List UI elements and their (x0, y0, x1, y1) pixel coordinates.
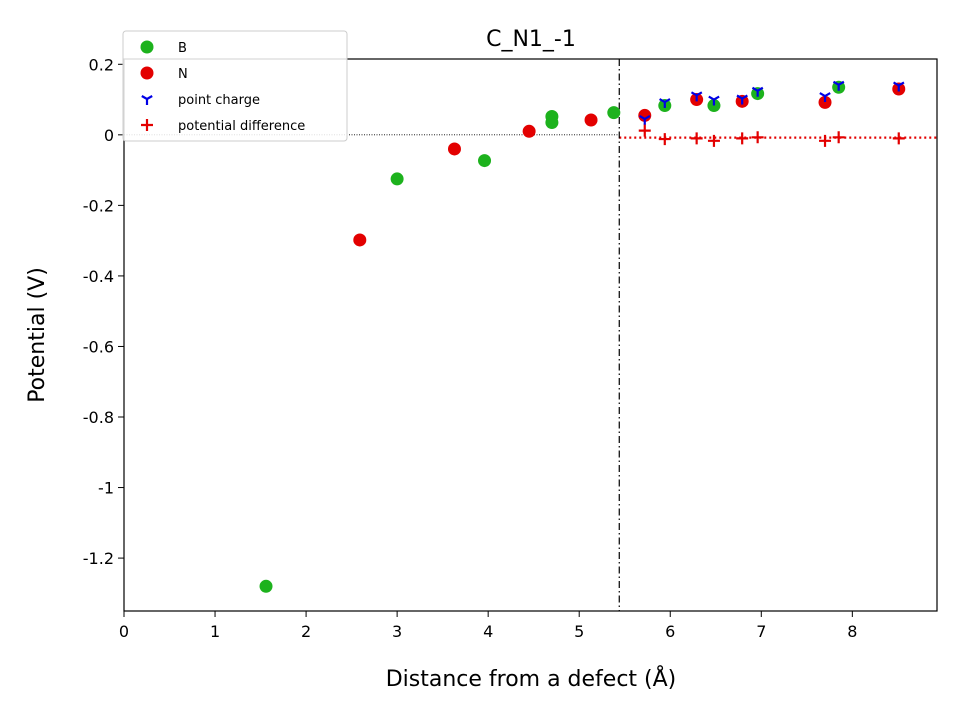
data-point (447, 142, 461, 156)
data-point (832, 131, 845, 144)
data-point (707, 134, 720, 147)
legend-marker (140, 66, 154, 80)
data-point (353, 233, 367, 247)
data-point (736, 94, 748, 105)
legend-marker (141, 95, 153, 105)
x-axis: 0 1 2 3 4 5 6 7 8 (119, 611, 857, 641)
data-point (819, 134, 832, 147)
x-tick-label: 1 (210, 622, 220, 641)
data-point (892, 132, 905, 145)
y-tick-label: 0 (104, 126, 114, 145)
legend-marker (141, 119, 153, 131)
legend-item: potential difference (141, 119, 305, 134)
data-point (818, 95, 832, 109)
chart-title: C_N1_-1 (486, 27, 576, 52)
data-point (638, 124, 651, 137)
y-tick-label: -0.2 (83, 196, 114, 215)
series-point-charge (639, 80, 905, 125)
series-potential-difference (638, 124, 905, 147)
legend-label: point charge (178, 93, 260, 108)
plot-frame (123, 58, 938, 612)
data-point (832, 80, 845, 91)
data-point (638, 108, 652, 122)
y-tick-label: -1 (98, 479, 114, 498)
y-tick-label: -0.4 (83, 267, 114, 286)
x-tick-label: 2 (301, 622, 311, 641)
series-b (259, 80, 846, 593)
data-point (522, 124, 536, 138)
legend-label: potential difference (178, 119, 305, 134)
data-point (751, 131, 764, 144)
data-point (708, 95, 720, 106)
data-point (478, 154, 492, 168)
data-point (819, 92, 831, 103)
x-tick-label: 5 (574, 622, 584, 641)
data-point (607, 106, 621, 120)
legend-item: point charge (141, 93, 260, 108)
legend-item: N (140, 66, 188, 82)
y-axis-title: Potential (V) (25, 267, 50, 403)
data-point (639, 115, 651, 125)
data-point (690, 132, 703, 145)
legend-label: N (178, 67, 188, 82)
data-point (751, 86, 764, 97)
y-tick-label: -1.2 (83, 549, 114, 568)
legend-label: B (178, 41, 187, 56)
data-point (259, 579, 273, 593)
y-tick-label: 0.2 (89, 55, 114, 74)
legend-box (122, 30, 348, 142)
x-tick-label: 4 (483, 622, 493, 641)
data-point (736, 132, 749, 145)
x-tick-label: 8 (847, 622, 857, 641)
x-tick-label: 7 (756, 622, 766, 641)
legend-marker (140, 40, 154, 54)
x-tick-label: 0 (119, 622, 129, 641)
x-tick-label: 3 (392, 622, 402, 641)
data-point (390, 172, 404, 186)
axes (123, 58, 938, 612)
x-tick-label: 6 (665, 622, 675, 641)
data-point (893, 81, 905, 92)
data-point (659, 98, 671, 109)
data-point (584, 113, 598, 127)
y-tick-label: -0.6 (83, 337, 114, 356)
data-point (658, 133, 671, 146)
legend-item: B (140, 40, 187, 56)
plot-area (124, 59, 937, 611)
data-point (545, 115, 559, 129)
x-axis-title: Distance from a defect (Å) (386, 665, 677, 692)
y-tick-label: -0.8 (83, 408, 114, 427)
y-axis: 0.2 0 -0.2 -0.4 -0.6 -0.8 -1 -1.2 (83, 55, 124, 568)
data-point (690, 91, 703, 102)
